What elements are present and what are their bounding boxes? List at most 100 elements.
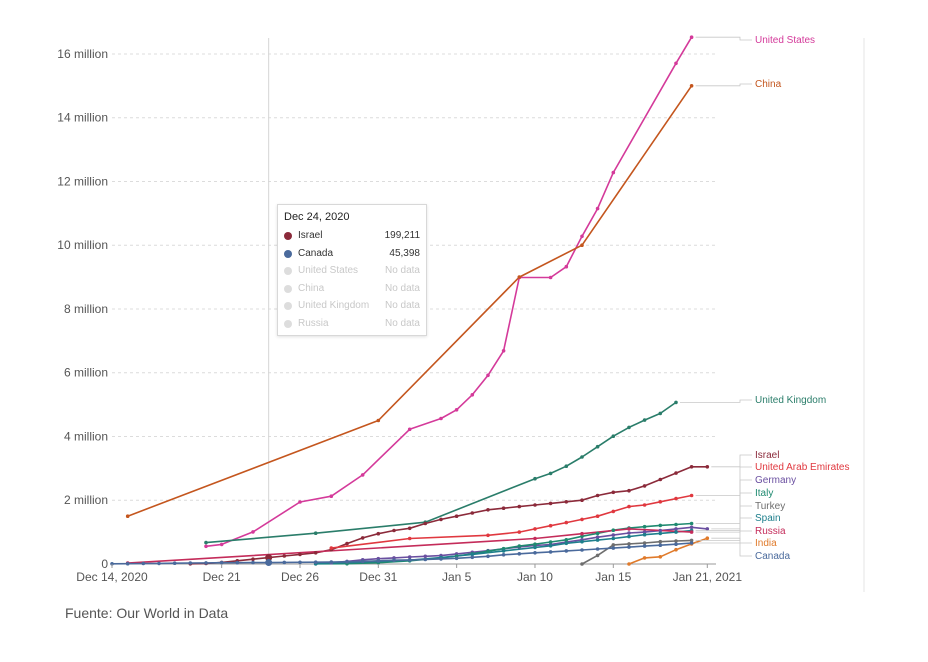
data-point [423, 554, 428, 559]
data-point [580, 517, 584, 522]
data-point [329, 546, 334, 550]
data-point [580, 562, 584, 566]
data-point [454, 514, 459, 518]
data-point [564, 549, 569, 553]
data-point [298, 500, 302, 504]
series-line-israel [190, 465, 708, 565]
data-point [689, 525, 694, 530]
x-tick-label: Dec 31 [359, 570, 397, 584]
data-point [313, 531, 318, 535]
legend-connector [695, 466, 752, 496]
data-point [517, 275, 522, 279]
data-point [595, 444, 600, 449]
data-point [564, 264, 569, 269]
data-point [627, 488, 631, 493]
data-point [689, 35, 694, 39]
tooltip-date: Dec 24, 2020 [284, 211, 350, 223]
data-point [345, 560, 349, 564]
legend-label-india: India [755, 538, 777, 549]
data-point [345, 541, 349, 546]
data-point [642, 503, 647, 507]
data-point [642, 541, 647, 545]
data-point [392, 558, 396, 562]
data-point [689, 530, 694, 534]
legend-connector [711, 479, 752, 530]
data-point [642, 556, 647, 560]
data-point [627, 527, 631, 531]
x-tick-label: Dec 14, 2020 [76, 570, 148, 584]
data-point [595, 538, 600, 542]
data-point [282, 554, 287, 558]
data-point [595, 553, 600, 558]
data-point [658, 539, 663, 544]
data-point [486, 554, 490, 559]
data-point [235, 560, 240, 565]
tooltip-series-name: United Kingdom [298, 300, 370, 311]
x-tick-label: Jan 10 [517, 570, 553, 584]
data-point [533, 536, 537, 541]
data-point [658, 523, 663, 528]
tooltip-series-name: Canada [298, 247, 334, 259]
data-point [360, 473, 365, 477]
data-point [298, 552, 302, 557]
legend-label-united-kingdom: United Kingdom [755, 395, 826, 406]
data-point [580, 531, 584, 536]
data-point [470, 555, 475, 560]
tooltip-series-name: Russia [298, 317, 329, 329]
legend-connector [695, 83, 752, 87]
data-point [705, 465, 710, 469]
data-point [517, 552, 522, 556]
data-point [251, 530, 255, 534]
data-point [533, 503, 537, 507]
data-point [642, 484, 647, 488]
data-point [658, 528, 663, 533]
source-note: Fuente: Our World in Data [65, 605, 229, 621]
data-point [423, 521, 428, 526]
data-point [580, 539, 584, 544]
data-point [689, 493, 694, 498]
tooltip-row: Israel 199,211 [284, 229, 420, 245]
data-point [548, 471, 553, 476]
data-point [564, 520, 569, 525]
data-point [533, 476, 537, 481]
data-point [658, 477, 663, 482]
data-point [486, 373, 490, 378]
data-point [611, 543, 616, 547]
x-tick-label: Dec 21 [203, 570, 241, 584]
y-tick-label: 4 million [64, 429, 108, 443]
data-point [486, 549, 490, 553]
data-point [407, 555, 412, 559]
tooltip-series-name: Israel [298, 230, 323, 241]
y-tick-label: 12 million [57, 174, 108, 188]
y-tick-label: 0 [101, 557, 108, 571]
data-point [580, 234, 584, 239]
data-point [674, 530, 678, 534]
data-point [564, 500, 569, 504]
legend-label-russia: Russia [755, 526, 786, 537]
data-point [501, 349, 506, 353]
data-point [376, 418, 381, 423]
data-point [642, 524, 647, 529]
data-point [689, 538, 694, 543]
data-point [548, 550, 553, 554]
data-point [674, 61, 678, 66]
data-point [627, 542, 631, 546]
tooltip-row: United Kingdom No data [284, 299, 420, 315]
y-axis: 0 2 million 4 million 6 million 8 million 10 … [57, 47, 108, 571]
data-point [627, 531, 631, 535]
data-point [674, 539, 678, 543]
legend-connector [695, 36, 752, 41]
data-point [548, 523, 553, 528]
tooltip-series-name: United States [298, 265, 359, 276]
data-point [517, 504, 522, 509]
series-line-canada [111, 542, 692, 565]
series-color-dot [284, 267, 292, 275]
data-point [376, 559, 381, 563]
legend-label-germany: Germany [755, 475, 796, 486]
data-point [611, 490, 616, 495]
hover-tooltip: Dec 24, 2020 Israel 199,211 Canada 45,398 Un… [277, 204, 427, 336]
data-point [642, 418, 647, 422]
legend-label-israel: Israel [755, 450, 779, 461]
data-point [548, 544, 553, 548]
x-tick-label: Jan 5 [442, 570, 472, 584]
